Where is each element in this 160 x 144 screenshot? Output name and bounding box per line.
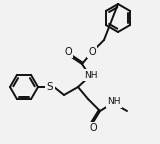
Text: S: S (47, 82, 53, 92)
Text: O: O (89, 123, 97, 133)
Text: NH: NH (84, 71, 98, 79)
Text: O: O (88, 47, 96, 57)
Text: NH: NH (107, 97, 121, 107)
Text: O: O (64, 47, 72, 57)
